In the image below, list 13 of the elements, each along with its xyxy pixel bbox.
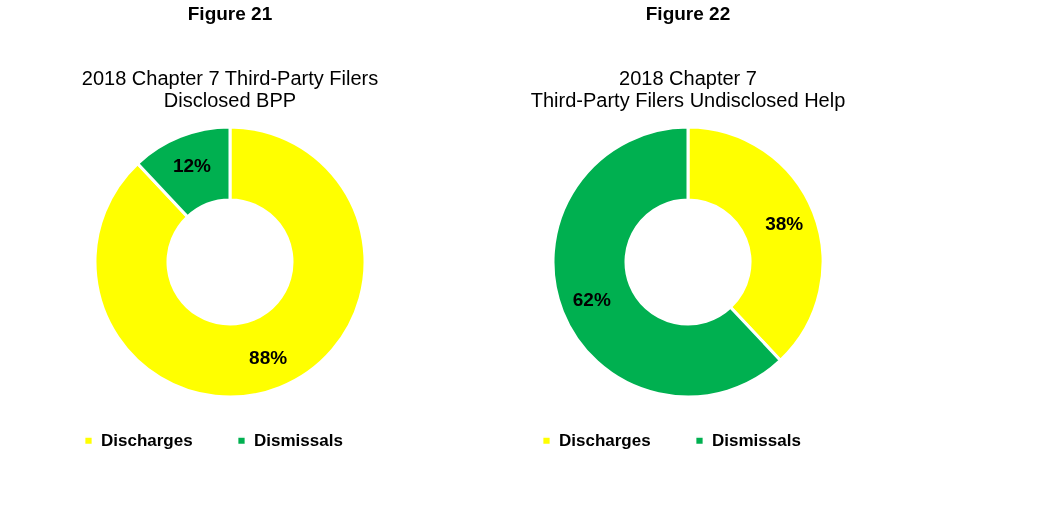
chart-title: Figure 21 — [187, 3, 273, 24]
legend-label: Discharges — [559, 430, 651, 450]
legend-label: Dismissals — [712, 430, 801, 450]
data-label: 38% — [765, 212, 804, 234]
legend-label: Discharges — [101, 430, 193, 450]
legend-label: Dismissals — [254, 430, 343, 450]
data-label: 12% — [172, 154, 212, 176]
chart-title: Figure 22 — [645, 3, 731, 24]
chart-subtitle: 2018 Chapter 7 Third-Party Filers Undisclosed Help — [530, 67, 846, 111]
donut-slice — [93, 125, 367, 399]
data-label: 88% — [249, 347, 288, 369]
data-label: 62% — [572, 289, 611, 311]
chart-subtitle: 2018 Chapter 7 Third-Party Filers Disclosed BPP — [81, 67, 379, 111]
